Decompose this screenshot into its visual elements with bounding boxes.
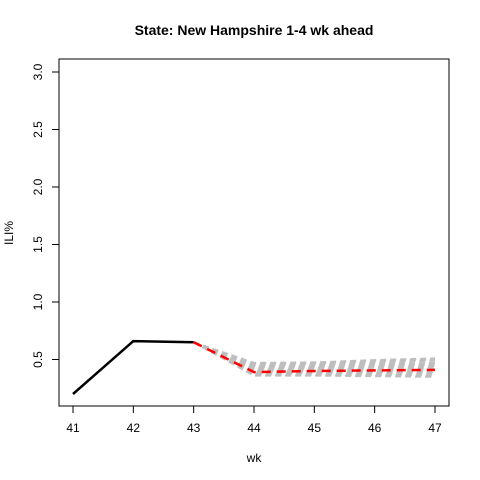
- x-tick-label: 47: [428, 421, 442, 435]
- y-axis-label: ILI%: [2, 221, 16, 245]
- x-tick-label: 43: [187, 421, 201, 435]
- x-tick-label: 44: [247, 421, 261, 435]
- y-axis: 0.5 1.0 1.5 2.0 2.5 3.0: [31, 63, 60, 368]
- y-tick-label: 3.0: [31, 63, 45, 80]
- x-axis: 41 42 43 44 45 46 47: [66, 405, 442, 435]
- y-tick-label: 2.0: [31, 178, 45, 195]
- sample-trajectory-line: [193, 341, 436, 364]
- x-tick-label: 46: [368, 421, 382, 435]
- y-tick-label: 1.5: [31, 236, 45, 253]
- x-tick-label: 42: [127, 421, 141, 435]
- forecast-mean-line: [193, 341, 436, 374]
- series-lines: [72, 339, 436, 395]
- y-tick-label: 0.5: [31, 351, 45, 368]
- chart-title: State: New Hampshire 1-4 wk ahead: [135, 22, 374, 38]
- x-axis-label: wk: [246, 451, 263, 465]
- x-tick-label: 41: [66, 421, 80, 435]
- y-tick-label: 1.0: [31, 293, 45, 310]
- observed-line: [72, 339, 194, 395]
- y-tick-label: 2.5: [31, 121, 45, 138]
- x-tick-label: 45: [308, 421, 322, 435]
